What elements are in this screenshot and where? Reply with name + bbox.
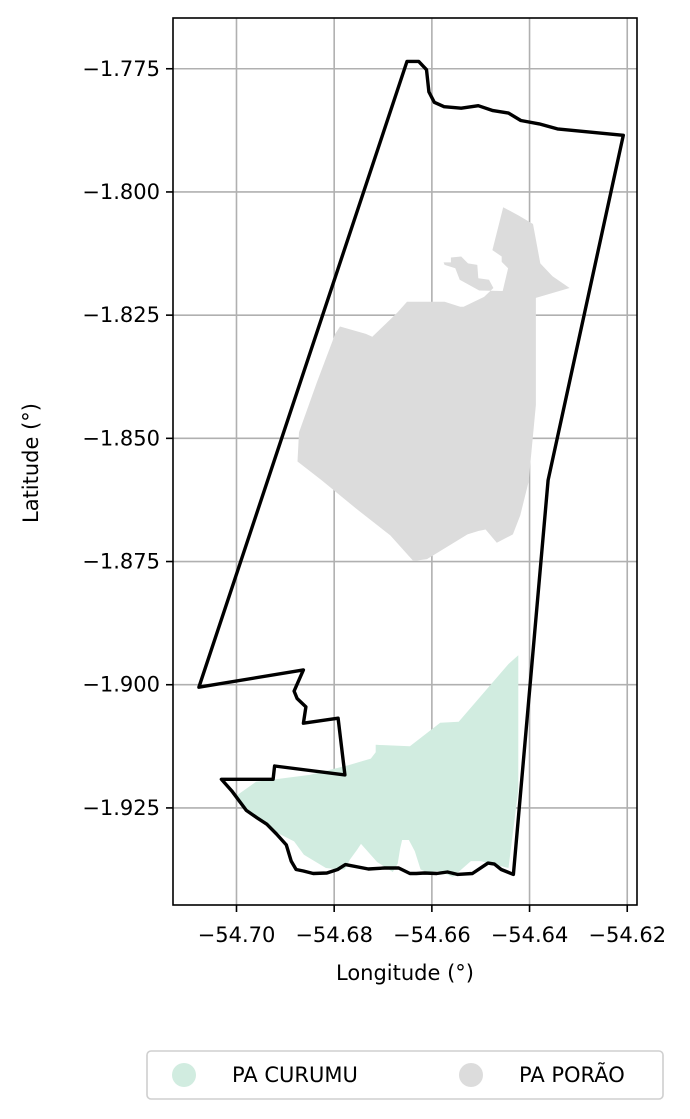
y-tick-label: −1.800 <box>82 180 160 204</box>
y-tick-label: −1.825 <box>82 303 160 327</box>
tick-layer: −54.70 −54.68 −54.66 −54.64 −54.62 −1.775 −1.8… <box>82 57 666 947</box>
boundary-outline <box>197 59 625 877</box>
legend-frame <box>146 1050 664 1100</box>
legend-label-pa-porao: PA PORÃO <box>519 1061 625 1087</box>
x-tick-label: −54.66 <box>393 923 471 947</box>
legend-swatch-pa-porao <box>459 1063 483 1087</box>
legend: PA CURUMU PA PORÃO <box>146 1050 664 1100</box>
y-tick-label: −1.925 <box>82 796 160 820</box>
x-tick-label: −54.64 <box>491 923 569 947</box>
legend-swatch-pa-curumu <box>172 1063 196 1087</box>
polygon-layer <box>236 207 570 877</box>
x-tick-label: −54.68 <box>295 923 373 947</box>
y-tick-label: −1.900 <box>82 673 160 697</box>
x-tick-label: −54.70 <box>198 923 276 947</box>
boundary-layer <box>197 59 625 877</box>
plot-frame <box>172 17 638 906</box>
y-axis-title: Latitude (°) <box>19 403 43 523</box>
y-tick-label: −1.850 <box>82 426 160 450</box>
polygon-pa-curumu <box>236 655 519 877</box>
polygon-pa-por-o <box>297 207 570 561</box>
x-tick-label: −54.62 <box>588 923 666 947</box>
y-tick-label: −1.775 <box>82 57 160 81</box>
y-tick-label: −1.875 <box>82 550 160 574</box>
legend-label-pa-curumu: PA CURUMU <box>232 1063 358 1087</box>
x-axis-title: Longitude (°) <box>336 961 474 985</box>
